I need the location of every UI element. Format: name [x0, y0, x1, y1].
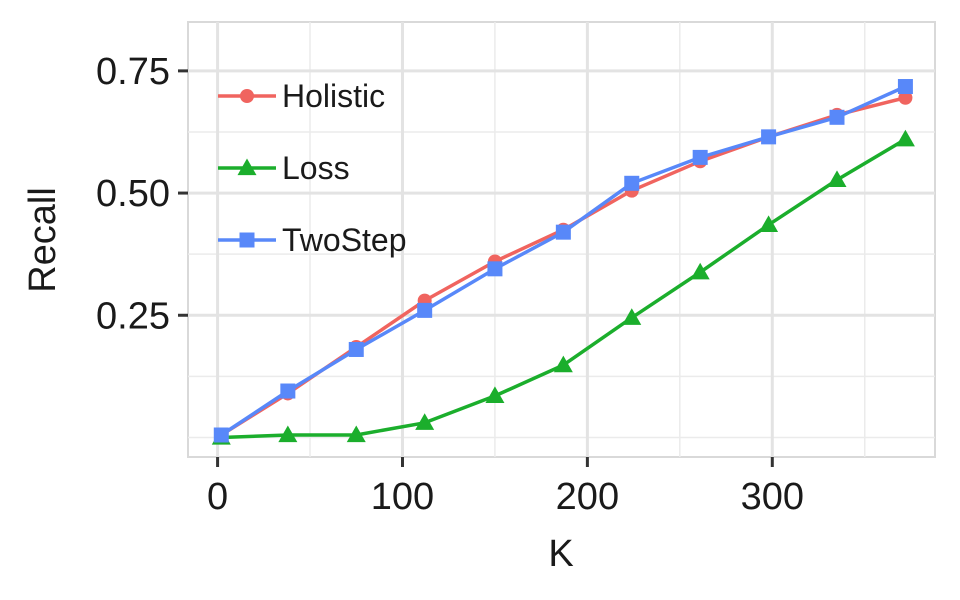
x-axis-title: K: [548, 533, 573, 575]
legend-holistic-marker: [240, 89, 254, 103]
x-tick-label: 100: [371, 476, 434, 518]
y-axis-title: Recall: [22, 187, 64, 293]
series-loss-point: [690, 262, 710, 280]
series-twostep-point: [624, 175, 640, 191]
x-tick-label: 0: [207, 476, 228, 518]
x-tick-label: 200: [556, 476, 619, 518]
series-twostep-point: [897, 79, 913, 95]
major-gridlines: [188, 22, 935, 457]
series-twostep-point: [280, 383, 296, 399]
series-loss-point: [415, 413, 435, 430]
series-loss-point: [278, 425, 298, 443]
series-layer: [211, 79, 915, 445]
series-twostep-point: [348, 341, 364, 357]
x-tick-label: 300: [741, 476, 804, 518]
series-loss-point: [553, 355, 573, 373]
series-loss-point: [622, 308, 642, 325]
series-twostep-point: [213, 427, 229, 443]
legend-item-loss: Loss: [218, 150, 350, 186]
series-holistic-point: [898, 90, 913, 105]
series-twostep-point: [761, 129, 777, 145]
legend-twostep-label: TwoStep: [282, 222, 407, 258]
series-twostep: [213, 79, 913, 443]
series-loss: [211, 129, 915, 445]
series-loss-point: [895, 129, 915, 147]
series-twostep-point: [555, 224, 571, 240]
minor-gridlines: [188, 22, 935, 457]
series-twostep-point: [487, 261, 503, 277]
series-twostep-point: [829, 109, 845, 125]
legend-item-holistic: Holistic: [218, 78, 385, 114]
legend-loss-marker: [237, 158, 257, 176]
series-loss-point: [346, 425, 366, 443]
legend-holistic-label: Holistic: [282, 78, 385, 114]
y-tick-label: 0.25: [96, 295, 170, 337]
legend: Holistic Loss TwoStep: [218, 78, 407, 258]
axis-layer: 0 100 200 300 0.25 0.50 0.75: [96, 51, 804, 518]
series-twostep-point: [692, 149, 708, 165]
y-tick-label: 0.75: [96, 51, 170, 93]
series-loss-point: [485, 386, 505, 404]
series-twostep-point: [417, 302, 433, 318]
series-loss-point: [759, 215, 779, 232]
series-loss-point: [827, 170, 847, 187]
y-tick-label: 0.50: [96, 173, 170, 215]
legend-loss-label: Loss: [282, 150, 350, 186]
legend-item-twostep: TwoStep: [218, 222, 407, 258]
legend-twostep-marker: [239, 232, 255, 248]
